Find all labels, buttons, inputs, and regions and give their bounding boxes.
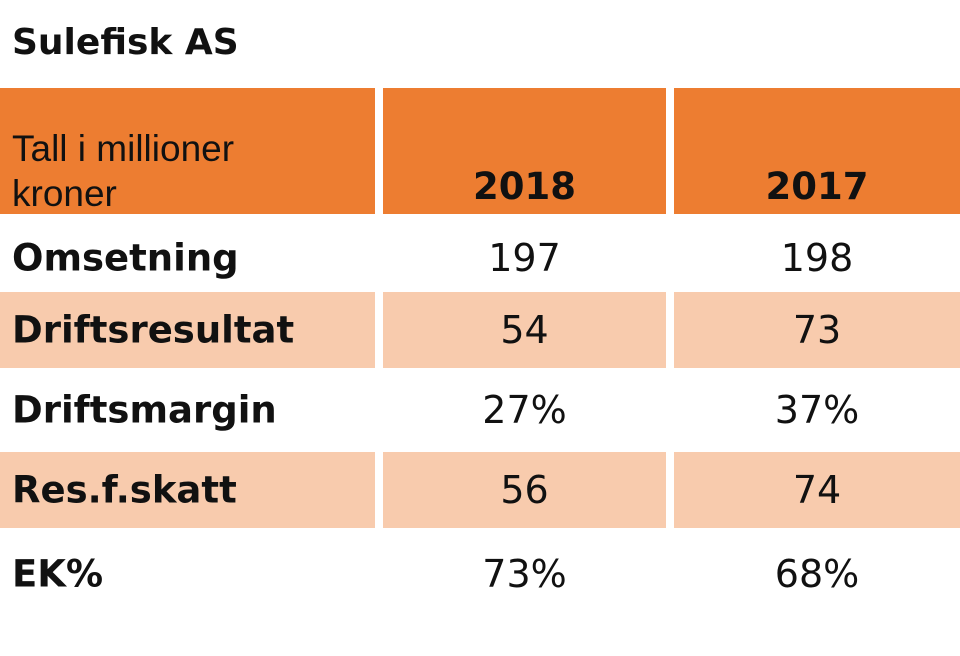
cell-value: 56 [500, 468, 549, 512]
header-year-cell: 2017 [674, 88, 960, 214]
value-cell: 73% [383, 528, 666, 620]
cell-value: 37% [774, 388, 860, 432]
header-year: 2018 [473, 165, 576, 208]
cell-value: 73 [792, 308, 842, 352]
row-label-cell: Driftsmargin [0, 368, 375, 452]
header-year-cell: 2018 [383, 88, 666, 214]
cell-value: 73% [482, 552, 567, 596]
row-label-cell: Driftsresultat [0, 292, 375, 368]
value-cell: 56 [383, 452, 666, 528]
table-title: Sulefisk AS [12, 22, 239, 63]
financial-table: Tall i millioner kroner 2018 2017 Omsetn… [0, 88, 960, 620]
value-cell: 68% [674, 528, 960, 620]
row-label: EK% [12, 552, 104, 596]
cell-value: 198 [780, 236, 854, 280]
row-label: Driftsmargin [12, 388, 277, 432]
cell-value: 68% [774, 552, 860, 596]
cell-value: 74 [792, 468, 842, 512]
header-year: 2017 [765, 165, 869, 208]
row-label: Driftsresultat [12, 308, 295, 352]
value-cell: 37% [674, 368, 960, 452]
table-row: Driftsresultat 54 73 [0, 292, 960, 368]
table-row: EK% 73% 68% [0, 528, 960, 620]
row-label-cell: Omsetning [0, 216, 375, 300]
value-cell: 197 [383, 216, 666, 300]
row-label: Omsetning [12, 236, 239, 280]
value-cell: 74 [674, 452, 960, 528]
cell-value: 27% [482, 388, 567, 432]
table-row: Res.f.skatt 56 74 [0, 452, 960, 528]
header-label-cell: Tall i millioner kroner [0, 88, 375, 214]
value-cell: 27% [383, 368, 666, 452]
value-cell: 54 [383, 292, 666, 368]
cell-value: 197 [488, 236, 561, 280]
table-row: Omsetning 197 198 [0, 216, 960, 300]
row-label: Res.f.skatt [12, 468, 237, 512]
value-cell: 73 [674, 292, 960, 368]
row-label-cell: Res.f.skatt [0, 452, 375, 528]
header-label: Tall i millioner kroner [12, 128, 235, 214]
row-label-cell: EK% [0, 528, 375, 620]
cell-value: 54 [500, 308, 549, 352]
value-cell: 198 [674, 216, 960, 300]
table-row: Driftsmargin 27% 37% [0, 368, 960, 452]
table-header-row: Tall i millioner kroner 2018 2017 [0, 88, 960, 214]
